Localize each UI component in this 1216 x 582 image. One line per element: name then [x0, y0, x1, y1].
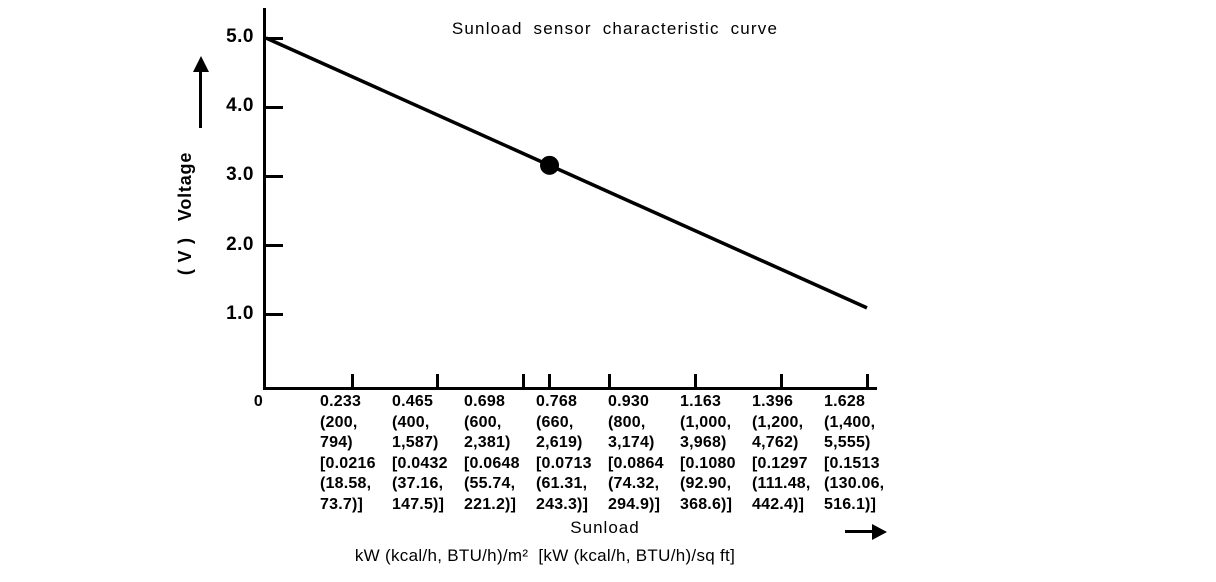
y-axis-tick: [266, 313, 283, 317]
x-axis-tick-label-line: (1,000,: [680, 413, 732, 431]
x-axis-tick-label-line: (61.31,: [536, 475, 588, 492]
x-axis-tick-label: 1.163 (1,000, 3,968) [0.1080 (92.90, 368.6)]: [680, 392, 736, 515]
x-axis-tick-label-line: 147.5)]: [392, 495, 445, 513]
x-axis-tick-label-line: 243.3)]: [536, 495, 589, 513]
x-axis-tick-label-line: (600,: [464, 413, 502, 431]
x-axis-tick: [522, 374, 526, 387]
y-axis-tick: [266, 244, 283, 248]
x-axis-tick-label-line: 0.930: [608, 393, 650, 410]
y-axis-arrow-icon: [192, 56, 209, 128]
arrow-up-head-icon: [192, 56, 209, 72]
x-axis-tick-label-line: [0.0864: [608, 454, 664, 472]
x-axis-tick-label-line: 5,555): [824, 434, 871, 451]
x-axis-tick-label-line: (800,: [608, 413, 646, 431]
x-axis-tick: [607, 374, 611, 387]
x-axis-tick-label-line: 0.465: [392, 393, 434, 410]
x-axis-tick-label-line: 221.2)]: [464, 495, 517, 513]
x-axis-tick-label: 0.233 (200, 794) [0.0216 (18.58, 73.7)]: [320, 392, 376, 515]
plot-area: [263, 8, 877, 390]
x-axis-tick-label-line: (92.90,: [680, 475, 732, 492]
y-axis-tick: [266, 36, 283, 40]
x-axis-tick-label: 0.465 (400, 1,587) [0.0432 (37.16, 147.5)]: [392, 392, 448, 515]
y-axis-tick: [266, 105, 283, 109]
characteristic-curve-line: [265, 36, 868, 310]
x-axis-tick-label-line: [0.0713: [536, 454, 592, 472]
x-axis-tick-label-line: 516.1)]: [824, 495, 877, 513]
x-axis-tick-label-line: 3,968): [680, 434, 727, 451]
x-axis-tick-label-line: (1,400,: [824, 413, 876, 431]
x-axis-tick-label-line: 2,619): [536, 434, 583, 451]
characteristic-curve-svg: [265, 36, 868, 310]
y-axis-tick-label: 3.0: [226, 164, 254, 186]
x-axis-tick: [548, 374, 552, 387]
x-axis-tick-label-line: 73.7)]: [320, 495, 363, 513]
x-axis-tick-label-line: (200,: [320, 413, 358, 431]
x-axis-tick-label-line: (660,: [536, 413, 574, 431]
x-axis-tick-label-line: (1,200,: [752, 413, 804, 431]
x-axis-tick-label-line: (18.58,: [320, 475, 372, 492]
x-axis-tick-label-line: [0.1297: [752, 454, 808, 472]
x-axis-tick-label-line: 0.698: [464, 393, 506, 410]
x-axis-tick-label-line: 2,381): [464, 434, 511, 451]
x-axis-tick-label-line: 794): [320, 434, 353, 451]
y-axis-tick-label: 5.0: [226, 26, 254, 47]
y-axis-tick-label: 2.0: [226, 233, 254, 255]
x-axis-tick: [865, 374, 869, 387]
arrow-up-shaft: [199, 72, 202, 128]
x-axis-arrow-icon: [845, 523, 887, 540]
x-axis-tick: [779, 374, 783, 387]
x-axis-tick-label-line: 1.163: [680, 393, 722, 410]
data-point-marker: [540, 155, 560, 175]
x-axis-tick-label-line: [0.0216: [320, 454, 376, 472]
x-axis-tick-label: 0.698 (600, 2,381) [0.0648 (55.74, 221.2)]: [464, 392, 520, 515]
y-axis-tick-label: 4.0: [226, 95, 254, 117]
x-axis-tick-label-line: (55.74,: [464, 475, 516, 492]
arrow-right-shaft: [845, 530, 872, 533]
x-axis-label: Sunload: [570, 518, 640, 537]
x-axis-tick-label-line: [0.0648: [464, 454, 520, 472]
x-axis-tick: [436, 374, 440, 387]
x-axis-tick-label: 1.396 (1,200, 4,762) [0.1297 (111.48, 442.4)]: [752, 392, 811, 515]
x-axis-tick: [350, 374, 354, 387]
x-axis-tick-label-line: (37.16,: [392, 475, 444, 492]
x-axis-tick-label-line: 4,762): [752, 434, 799, 451]
x-axis-tick-label-line: 0.768: [536, 393, 578, 410]
x-axis-tick: [693, 374, 697, 387]
x-axis-origin-label: 0: [249, 392, 263, 413]
x-axis-tick-label: 0.768 (660, 2,619) [0.0713 (61.31, 243.3)]: [536, 392, 592, 515]
x-axis-tick-label: 0.930 (800, 3,174) [0.0864 (74.32, 294.9)]: [608, 392, 664, 515]
x-axis-tick-label-line: 0: [253, 393, 263, 410]
x-axis-tick-label-line: 0.233: [320, 393, 362, 410]
x-axis-tick-label-line: 1.628: [824, 393, 866, 410]
x-axis-tick-label-line: (400,: [392, 413, 430, 431]
x-axis-tick-label-line: 1.396: [752, 393, 794, 410]
x-axis-tick-label-line: (130.06,: [824, 475, 885, 492]
x-axis-tick-label-line: 442.4)]: [752, 495, 805, 513]
chart-title: Sunload sensor characteristic curve: [451, 19, 779, 38]
x-axis-tick-label-line: (74.32,: [608, 475, 660, 492]
x-axis-tick-label-line: 1,587): [392, 434, 439, 451]
x-axis-tick-label-line: [0.0432: [392, 454, 448, 472]
x-axis-tick-label-line: 368.6)]: [680, 495, 733, 513]
y-axis-tick-label: 1.0: [226, 302, 254, 324]
x-axis-tick-label-line: [0.1080: [680, 454, 736, 472]
x-axis-units-label: kW (kcal/h, BTU/h)/m² [kW (kcal/h, BTU/h…: [354, 546, 736, 565]
arrow-right-head-icon: [872, 523, 887, 540]
x-axis-tick-label-line: 3,174): [608, 434, 655, 451]
x-axis-tick-label-line: 294.9)]: [608, 495, 661, 513]
x-axis-tick-label-line: [0.1513: [824, 454, 880, 472]
y-axis-units: ( V ): [174, 237, 195, 276]
x-axis-tick-label-line: (111.48,: [752, 475, 811, 492]
y-axis-name: Voltage: [174, 151, 195, 222]
y-axis-tick: [266, 174, 283, 178]
y-axis-label: ( V ) Voltage: [170, 126, 200, 301]
y-axis-label-text: ( V ) Voltage: [170, 126, 200, 301]
x-axis-tick-label: 1.628 (1,400, 5,555) [0.1513 (130.06, 516.1)]: [824, 392, 884, 515]
